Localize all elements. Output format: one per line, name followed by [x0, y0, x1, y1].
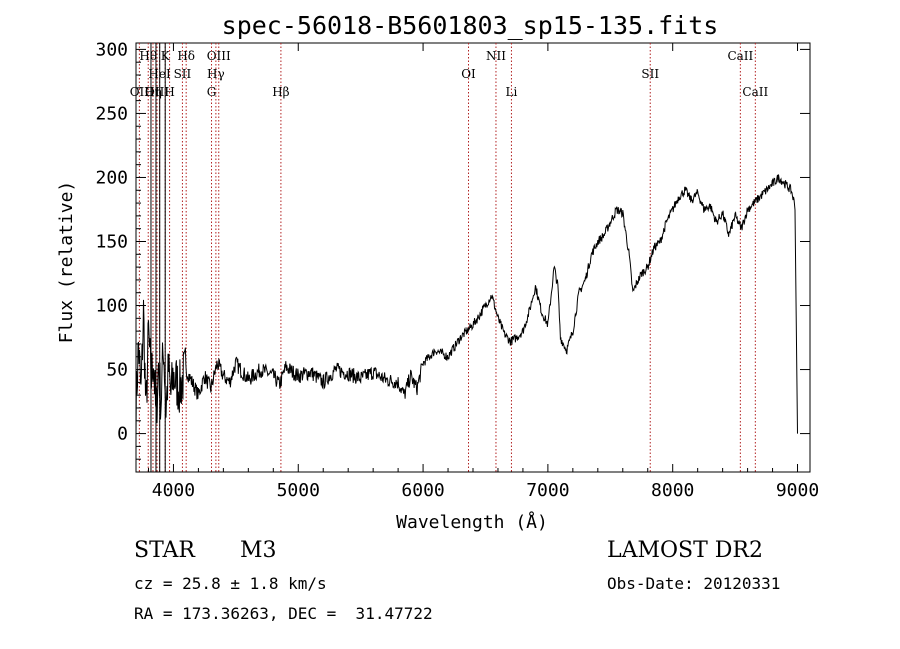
- obs-date: Obs-Date: 20120331: [607, 574, 781, 593]
- emission-line-label: G: [207, 85, 217, 99]
- emission-line-label: OIII: [207, 49, 231, 63]
- x-tick-label: 7000: [526, 480, 569, 501]
- emission-line-label: Hβ: [272, 85, 289, 99]
- velocity-readout: cz = 25.8 ± 1.8 km/s: [134, 574, 327, 593]
- spectrum-trace: [135, 174, 798, 437]
- emission-line-label: Hθ: [139, 49, 157, 63]
- emission-line-label: Hγ: [207, 67, 225, 81]
- y-tick-label: 250: [95, 103, 128, 124]
- object-subclass: M3: [240, 538, 277, 563]
- emission-line-label: NII: [486, 49, 506, 63]
- emission-line-label: SII: [641, 67, 659, 81]
- plot-frame: [135, 42, 811, 473]
- emission-line-label: Hη: [144, 85, 162, 99]
- object-class: STAR: [134, 538, 195, 563]
- x-tick-label: 4000: [152, 480, 195, 501]
- y-tick-label: 150: [95, 231, 128, 252]
- survey-name: LAMOST DR2: [607, 538, 763, 563]
- y-tick-label: 100: [95, 296, 128, 317]
- x-tick-label: 5000: [277, 480, 320, 501]
- coordinates-readout: RA = 173.36263, DEC = 31.47722: [134, 604, 433, 623]
- emission-line-label: OI: [461, 67, 476, 81]
- chart-title: spec-56018-B5601803_sp15-135.fits: [222, 11, 719, 40]
- x-tick-label: 8000: [651, 480, 694, 501]
- emission-line-label: CaII: [742, 85, 768, 99]
- emission-line-label: CaII: [727, 49, 753, 63]
- emission-line-label: K: [161, 49, 171, 63]
- emission-line-label: Hδ: [177, 49, 195, 63]
- emission-line-label: SII: [174, 67, 192, 81]
- emission-line-label: H: [164, 85, 174, 99]
- x-axis-label: Wavelength (Å): [396, 511, 548, 533]
- x-tick-label: 6000: [401, 480, 444, 501]
- y-axis-label: Flux (relative): [56, 181, 77, 344]
- x-tick-label: 9000: [776, 480, 819, 501]
- y-tick-label: 0: [117, 424, 128, 445]
- emission-line-label: OII: [130, 85, 150, 99]
- emission-line-label: Li: [506, 85, 518, 99]
- y-tick-label: 50: [106, 360, 128, 381]
- y-tick-label: 200: [95, 167, 128, 188]
- y-tick-label: 300: [95, 39, 128, 60]
